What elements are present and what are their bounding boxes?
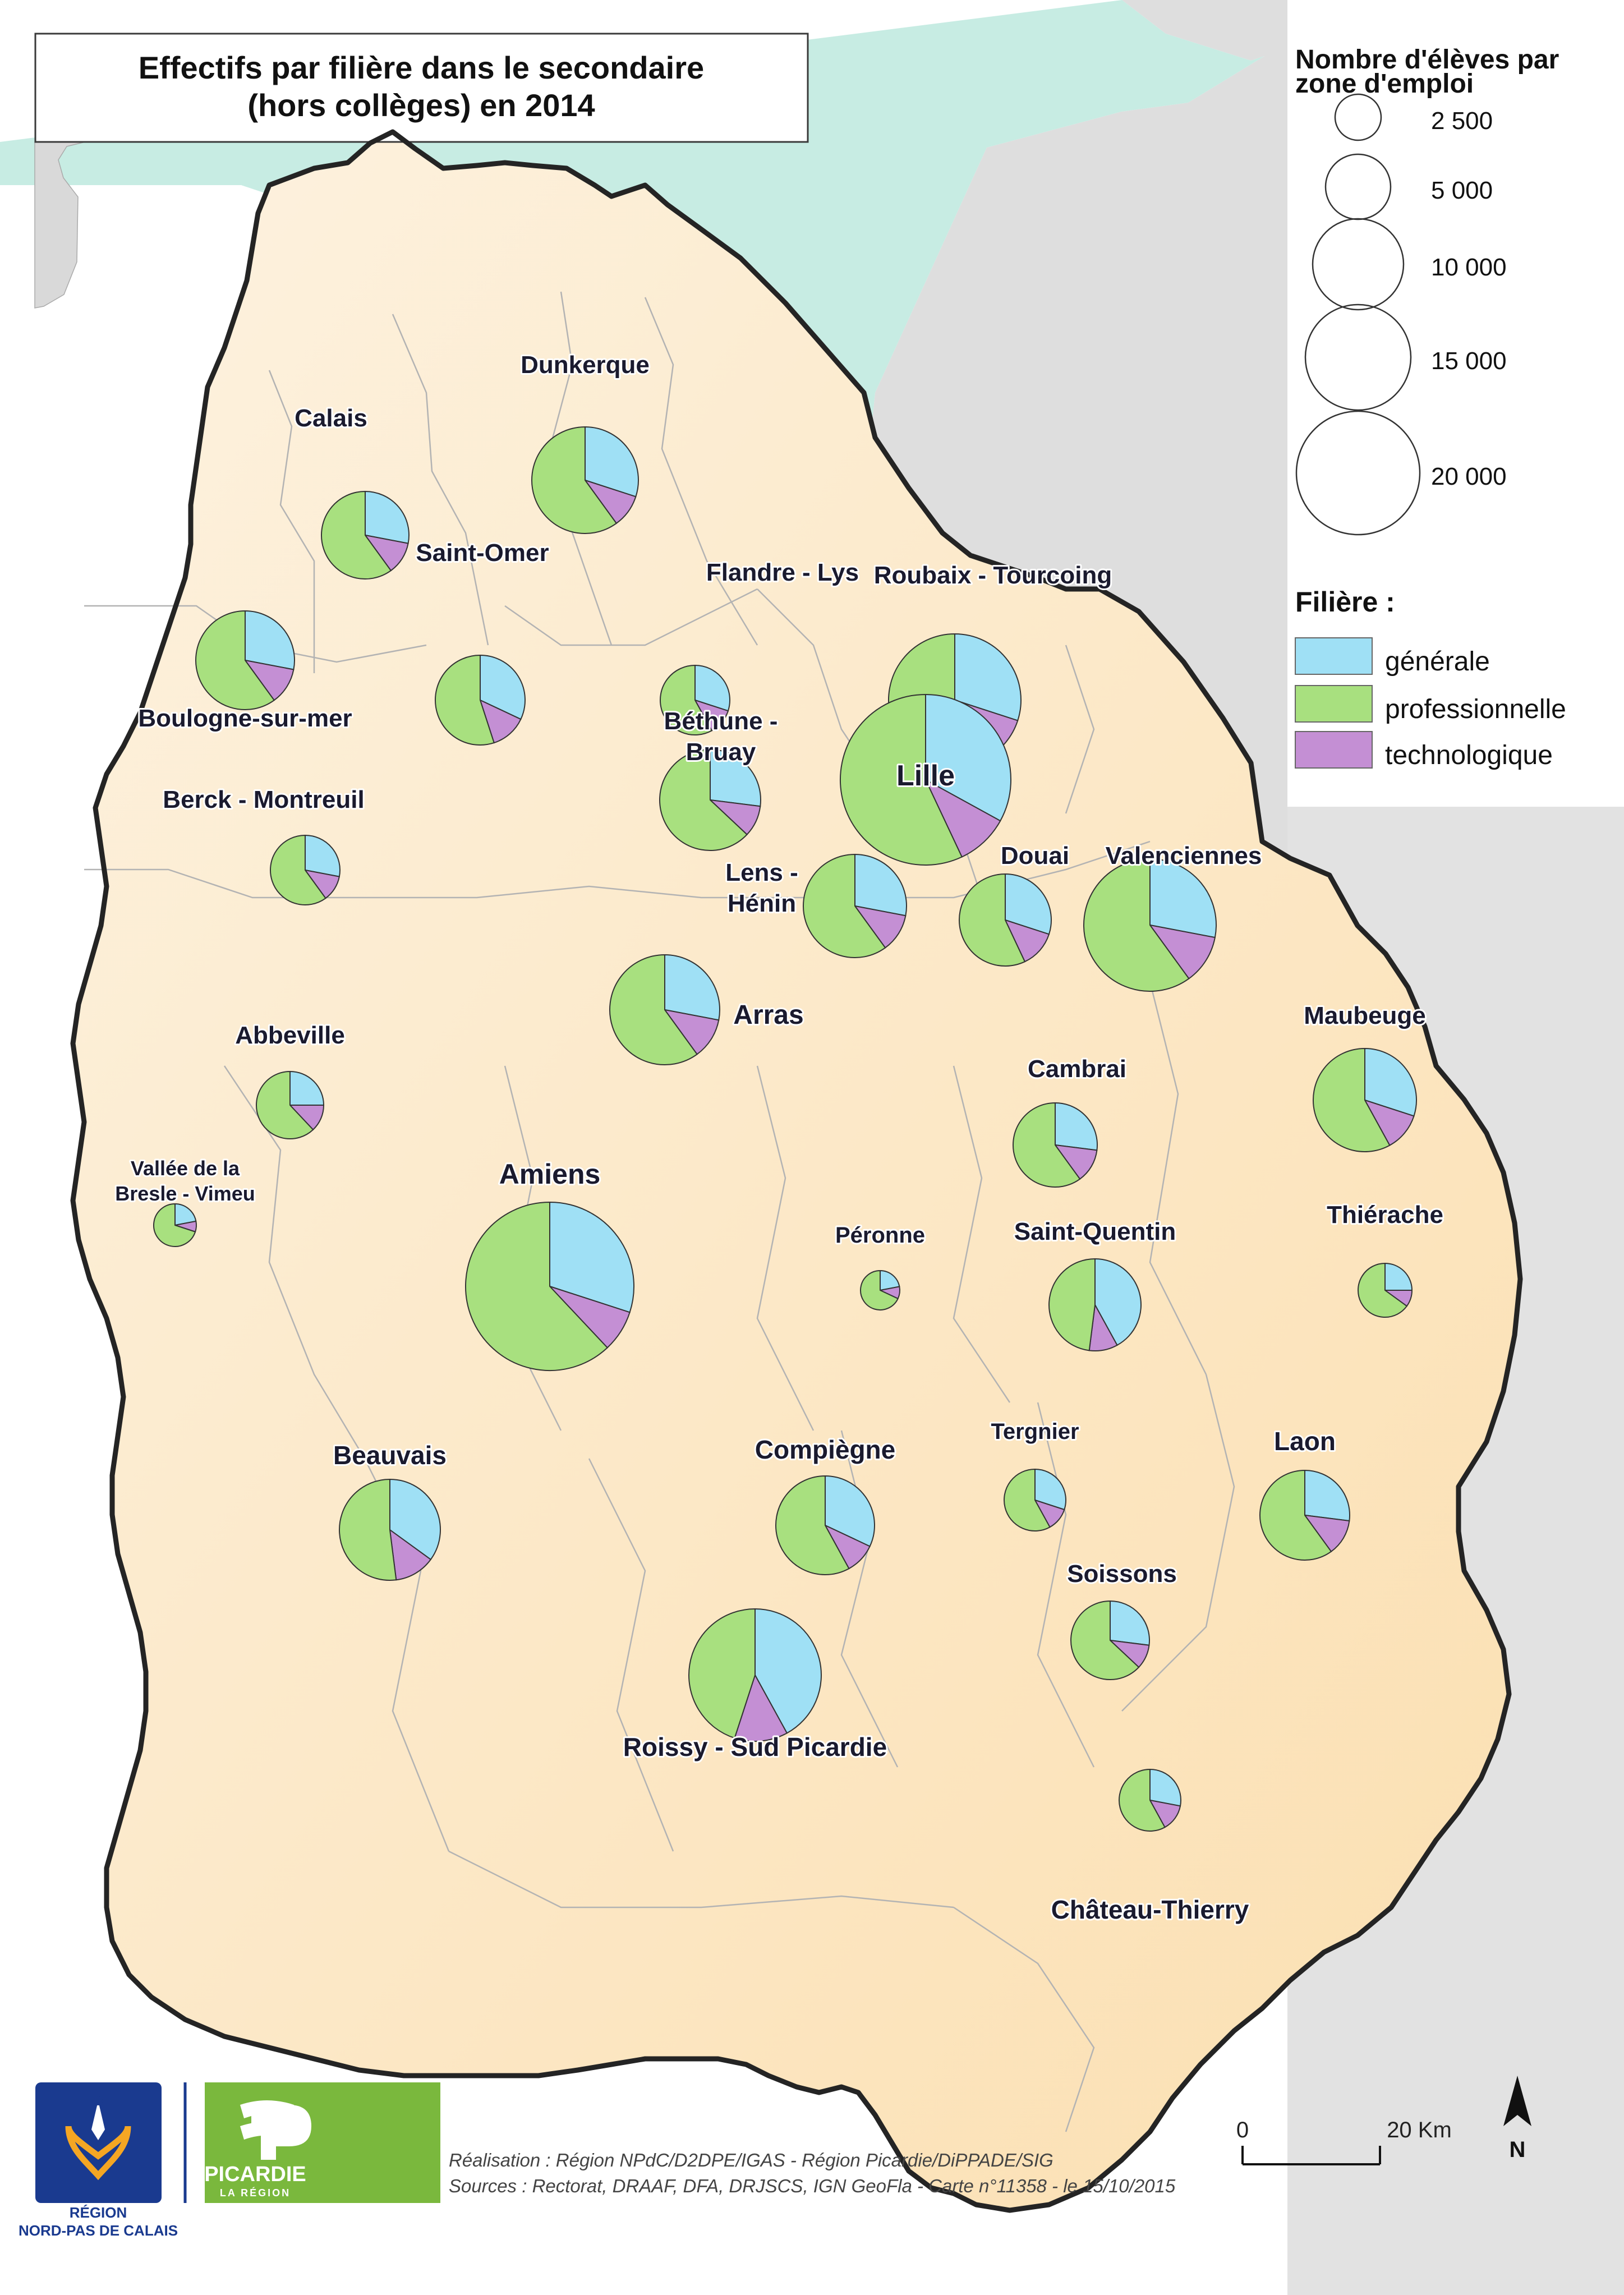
svg-text:Saint-Omer: Saint-Omer	[416, 539, 549, 567]
svg-text:Lille: Lille	[896, 760, 955, 792]
svg-text:Boulogne-sur-mer: Boulogne-sur-mer	[138, 705, 352, 732]
svg-text:Calais: Calais	[295, 404, 367, 432]
svg-text:générale: générale	[1385, 647, 1490, 677]
svg-text:Dunkerque: Dunkerque	[521, 351, 650, 379]
svg-text:N: N	[1510, 2137, 1526, 2162]
svg-text:NORD-PAS DE CALAIS: NORD-PAS DE CALAIS	[19, 2222, 178, 2239]
svg-text:20 000: 20 000	[1431, 463, 1507, 490]
svg-text:10 000: 10 000	[1431, 254, 1507, 281]
svg-text:Maubeuge: Maubeuge	[1304, 1002, 1426, 1029]
svg-text:5 000: 5 000	[1431, 177, 1493, 204]
svg-text:15 000: 15 000	[1431, 347, 1507, 375]
svg-text:Péronne: Péronne	[835, 1223, 925, 1248]
svg-text:Arras: Arras	[733, 1000, 803, 1030]
svg-text:(hors collèges) en 2014: (hors collèges) en 2014	[247, 88, 595, 123]
svg-text:Soissons: Soissons	[1067, 1560, 1177, 1588]
svg-text:professionnelle: professionnelle	[1385, 695, 1566, 724]
svg-text:technologique: technologique	[1385, 741, 1553, 770]
svg-text:Abbeville: Abbeville	[235, 1022, 345, 1049]
svg-text:Roissy - Sud Picardie: Roissy - Sud Picardie	[623, 1732, 887, 1762]
svg-text:Lens -: Lens -	[725, 859, 798, 886]
svg-text:Berck - Montreuil: Berck - Montreuil	[163, 786, 364, 813]
svg-text:Cambrai: Cambrai	[1028, 1055, 1126, 1083]
svg-text:Valenciennes: Valenciennes	[1106, 842, 1262, 870]
svg-text:Laon: Laon	[1274, 1427, 1336, 1456]
svg-text:Compiègne: Compiègne	[755, 1435, 895, 1464]
svg-text:Hénin: Hénin	[728, 890, 796, 917]
svg-text:zone d'emploi: zone d'emploi	[1295, 69, 1474, 99]
svg-text:LA RÉGION: LA RÉGION	[220, 2187, 291, 2199]
svg-text:Bruay: Bruay	[686, 738, 756, 766]
svg-text:Flandre - Lys: Flandre - Lys	[706, 559, 859, 586]
svg-text:Saint-Quentin: Saint-Quentin	[1014, 1218, 1176, 1245]
svg-text:Thiérache: Thiérache	[1327, 1201, 1443, 1229]
svg-text:Vallée de la: Vallée de la	[131, 1157, 240, 1180]
svg-text:Douai: Douai	[1001, 842, 1069, 870]
svg-text:PICARDIE: PICARDIE	[204, 2163, 306, 2186]
svg-text:Roubaix - Tourcoing: Roubaix - Tourcoing	[874, 562, 1112, 589]
svg-text:Filière :: Filière :	[1295, 586, 1395, 618]
svg-text:0: 0	[1236, 2118, 1249, 2142]
svg-text:RÉGION: RÉGION	[70, 2204, 127, 2221]
svg-text:2 500: 2 500	[1431, 107, 1493, 135]
svg-text:Effectifs par filière dans le: Effectifs par filière dans le secondaire	[139, 50, 704, 85]
svg-text:Château-Thierry: Château-Thierry	[1051, 1895, 1249, 1924]
svg-text:Réalisation : Région NPdC/D2DP: Réalisation : Région NPdC/D2DPE/IGAS - R…	[449, 2150, 1053, 2170]
svg-text:Sources : Rectorat, DRAAF, DFA: Sources : Rectorat, DRAAF, DFA, DRJSCS, …	[449, 2176, 1176, 2196]
svg-text:20 Km: 20 Km	[1387, 2118, 1452, 2142]
svg-text:Tergnier: Tergnier	[991, 1419, 1079, 1444]
svg-text:Béthune -: Béthune -	[664, 707, 778, 735]
svg-text:Beauvais: Beauvais	[333, 1441, 447, 1470]
svg-text:Amiens: Amiens	[499, 1158, 601, 1190]
svg-text:Bresle - Vimeu: Bresle - Vimeu	[115, 1182, 255, 1205]
